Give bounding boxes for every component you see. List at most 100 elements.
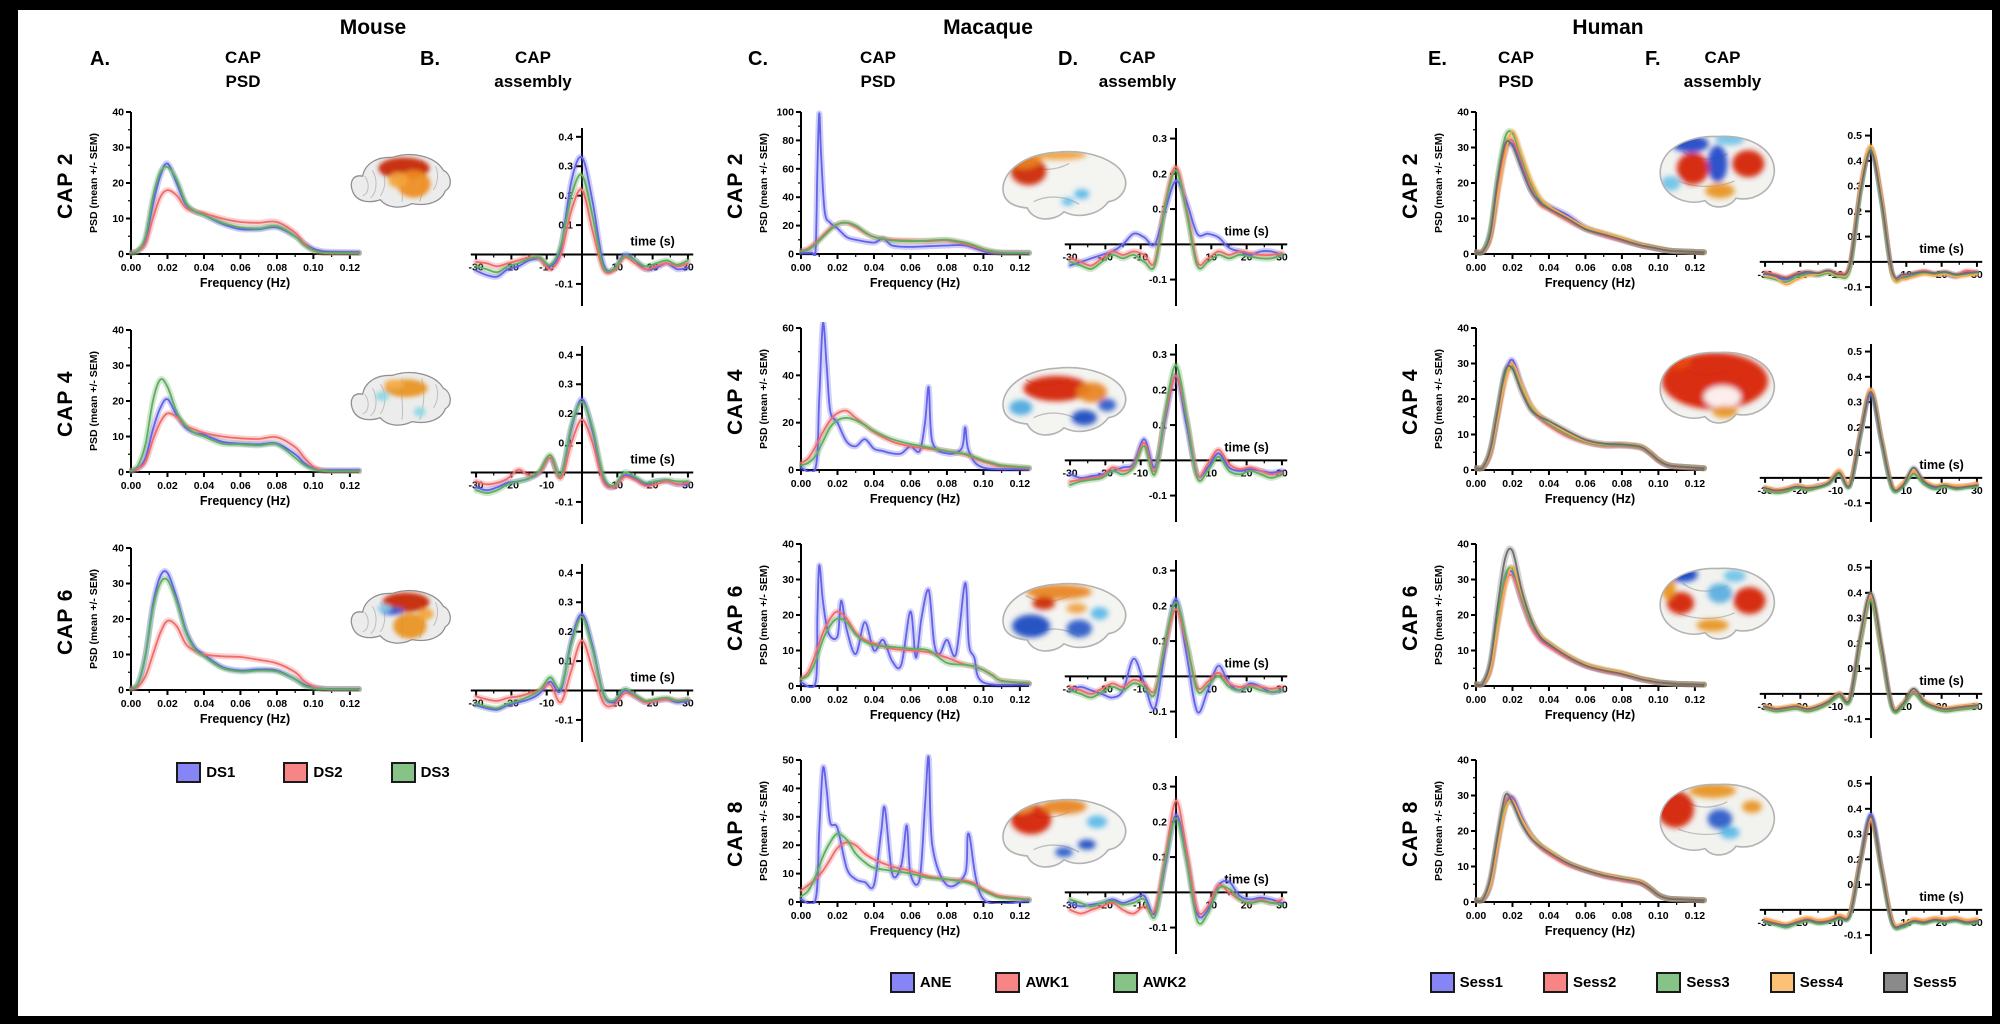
svg-text:0.3: 0.3 — [1847, 829, 1862, 841]
svg-text:-10: -10 — [539, 698, 554, 710]
legend-label-sess5: Sess5 — [1913, 974, 1957, 991]
panel-title-cap-assembly-macaque: CAP assembly — [1070, 46, 1205, 94]
svg-text:0.04: 0.04 — [864, 694, 885, 706]
svg-text:0: 0 — [118, 467, 124, 479]
svg-text:Frequency (Hz): Frequency (Hz) — [200, 712, 290, 726]
svg-text:0.12: 0.12 — [1685, 910, 1706, 922]
svg-text:0: 0 — [1463, 249, 1469, 261]
svg-text:0.4: 0.4 — [1847, 371, 1862, 383]
svg-text:0.06: 0.06 — [230, 698, 251, 710]
svg-text:time (s): time (s) — [1919, 458, 1963, 472]
svg-text:0.00: 0.00 — [791, 478, 812, 490]
svg-text:PSD (mean +/- SEM): PSD (mean +/- SEM) — [758, 133, 770, 233]
legend-label-sess1: Sess1 — [1459, 974, 1503, 991]
svg-text:30: 30 — [1457, 790, 1469, 802]
svg-text:time (s): time (s) — [630, 235, 674, 249]
human-cap8-brain-map — [1641, 774, 1789, 874]
svg-text:0.12: 0.12 — [340, 698, 361, 710]
legend-item-ds2: DS2 — [283, 762, 343, 783]
svg-text:0.12: 0.12 — [1010, 910, 1031, 922]
svg-text:-0.1: -0.1 — [1844, 282, 1862, 294]
panel-letter-a: A. — [90, 48, 110, 70]
legend-swatch-ds3 — [390, 762, 416, 783]
svg-text:Frequency (Hz): Frequency (Hz) — [1545, 492, 1635, 506]
svg-text:0.10: 0.10 — [973, 262, 994, 274]
svg-text:0.08: 0.08 — [937, 478, 958, 490]
svg-text:0.10: 0.10 — [303, 262, 324, 274]
svg-text:0.08: 0.08 — [937, 910, 958, 922]
svg-text:0.06: 0.06 — [900, 262, 921, 274]
svg-text:40: 40 — [1457, 755, 1469, 767]
svg-text:30: 30 — [112, 578, 124, 590]
svg-text:time (s): time (s) — [1919, 674, 1963, 688]
legend-item-ds3: DS3 — [390, 762, 450, 783]
svg-text:80: 80 — [782, 135, 794, 147]
svg-text:0.02: 0.02 — [1502, 262, 1523, 274]
svg-text:0.02: 0.02 — [827, 694, 848, 706]
svg-text:10: 10 — [112, 213, 124, 225]
human-cap2-row: CAP 2 0 10 20 30 40 0.00 0.02 0.04 0.06 0.08 0.10 0… — [1393, 102, 1993, 318]
svg-text:60: 60 — [782, 163, 794, 175]
svg-text:0.02: 0.02 — [157, 698, 178, 710]
svg-text:0.10: 0.10 — [1648, 910, 1669, 922]
svg-text:-0.1: -0.1 — [1149, 922, 1167, 934]
svg-text:50: 50 — [782, 755, 794, 767]
svg-text:0.10: 0.10 — [973, 694, 994, 706]
svg-text:10: 10 — [1457, 861, 1469, 873]
macaque-legend: ANE AWK1 AWK2 — [718, 972, 1358, 993]
row-label-cap8: CAP 8 — [724, 800, 747, 868]
svg-text:Frequency (Hz): Frequency (Hz) — [870, 708, 960, 722]
macaque-cap8-psd-chart: 0 10 20 30 40 50 0.00 0.02 0.04 0.06 0.08 0.10 0.12 F… — [754, 750, 1039, 942]
svg-text:0.3: 0.3 — [1152, 133, 1167, 145]
svg-text:30: 30 — [1276, 251, 1288, 263]
svg-text:time (s): time (s) — [1224, 224, 1268, 238]
panel-letter-f: F. — [1645, 48, 1661, 70]
panel-title-line2: PSD — [860, 71, 896, 91]
macaque-cap8-assembly-chart: -30 -20 -10 10 20 30 0.3 0.2 0.1 -0.1 time (s) — [1055, 764, 1295, 962]
svg-text:-0.1: -0.1 — [555, 496, 573, 508]
svg-text:PSD (mean +/- SEM): PSD (mean +/- SEM) — [1433, 781, 1445, 881]
svg-text:0.1: 0.1 — [1152, 852, 1167, 864]
svg-text:PSD (mean +/- SEM): PSD (mean +/- SEM) — [1433, 349, 1445, 449]
mouse-cap4-assembly-chart: -30 -20 -10 10 20 30 0.4 0.3 0.2 0.1 -0.1 time (s) — [461, 334, 701, 532]
svg-text:10: 10 — [112, 431, 124, 443]
macaque-cap4-row: CAP 4 0 20 40 60 0.00 0.02 0.04 0.06 0.08 0.10 0.1… — [718, 318, 1358, 534]
panel-title-line1: CAP — [1704, 48, 1741, 67]
macaque-cap8-row: CAP 8 0 10 20 30 40 50 0.00 0.02 0.04 0.06 0.08 0.1… — [718, 750, 1358, 966]
legend-label-ds2: DS2 — [313, 764, 343, 781]
row-label-cap8: CAP 8 — [1399, 800, 1422, 868]
macaque-cap8-brain-map — [988, 786, 1140, 888]
figure-canvas: Mouse A. CAP PSD B. CAP assembly CAP 2 0… — [18, 10, 1992, 1016]
svg-text:40: 40 — [782, 192, 794, 204]
svg-text:0.06: 0.06 — [1575, 478, 1596, 490]
svg-text:0.2: 0.2 — [1152, 384, 1167, 396]
row-label-cap4: CAP 4 — [724, 368, 747, 436]
svg-text:0.08: 0.08 — [267, 698, 288, 710]
svg-text:0.4: 0.4 — [558, 349, 573, 361]
human-cap4-assembly-chart: -30 -20 -10 10 20 30 0.5 0.4 0.3 0.2 0.1 -0.1 time (… — [1750, 332, 1990, 530]
svg-text:20: 20 — [112, 396, 124, 408]
svg-text:20: 20 — [112, 178, 124, 190]
svg-text:0.02: 0.02 — [827, 262, 848, 274]
legend-swatch-sess3 — [1656, 972, 1682, 993]
svg-text:0.06: 0.06 — [900, 478, 921, 490]
svg-text:Frequency (Hz): Frequency (Hz) — [1545, 924, 1635, 938]
panel-letter-d: D. — [1058, 48, 1078, 70]
legend-swatch-awk1 — [995, 972, 1021, 993]
svg-text:0.08: 0.08 — [1612, 694, 1633, 706]
svg-text:60: 60 — [782, 323, 794, 335]
svg-text:PSD (mean +/- SEM): PSD (mean +/- SEM) — [758, 781, 770, 881]
svg-text:0.00: 0.00 — [1466, 694, 1487, 706]
mouse-cap2-row: CAP 2 0 10 20 30 40 0.00 0.02 0.04 0.06 0.08 0.10 0… — [48, 102, 698, 320]
svg-text:30: 30 — [782, 574, 794, 586]
svg-text:-30: -30 — [1062, 899, 1077, 911]
svg-text:20: 20 — [782, 417, 794, 429]
panel-title-cap-psd-macaque: CAP PSD — [813, 46, 943, 94]
human-cap6-brain-map — [1641, 558, 1789, 658]
svg-text:0.00: 0.00 — [791, 694, 812, 706]
legend-label-ds1: DS1 — [206, 764, 236, 781]
svg-text:20: 20 — [782, 840, 794, 852]
svg-text:0.3: 0.3 — [1847, 181, 1862, 193]
panel-title-line1: CAP — [1498, 48, 1534, 67]
svg-text:0: 0 — [788, 249, 794, 261]
